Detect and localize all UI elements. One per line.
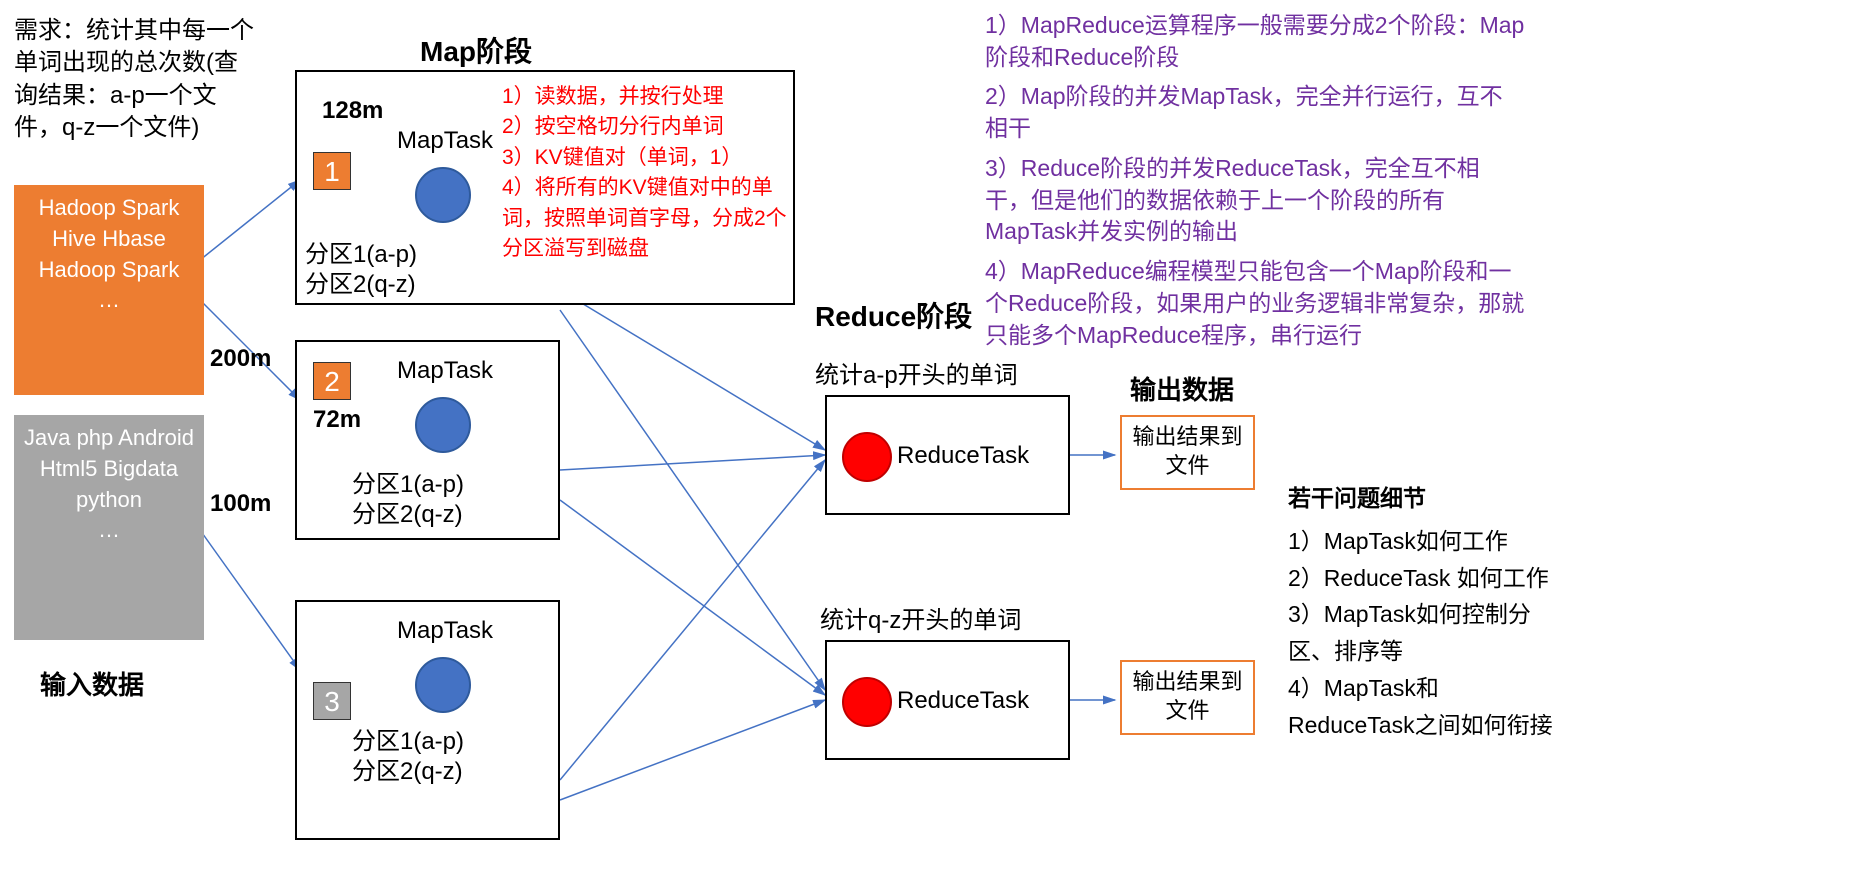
question-1: 1）MapTask如何工作	[1288, 523, 1558, 560]
output-box-1: 输出结果到文件	[1120, 415, 1255, 490]
map1-step1: 1）读数据，并按行处理	[502, 82, 792, 112]
note-1: 1）MapReduce运算程序一般需要分成2个阶段：Map阶段和Reduce阶段	[985, 10, 1525, 73]
reduce1-label: ReduceTask	[897, 442, 1029, 470]
reducetask-circle-1	[842, 432, 892, 482]
split-200m: 200m	[210, 345, 271, 373]
output1-text: 输出结果到文件	[1132, 424, 1242, 478]
map1-partitions: 分区1(a-p) 分区2(q-z)	[305, 240, 417, 300]
reducetask-circle-2	[842, 677, 892, 727]
maptask-circle-3	[415, 657, 471, 713]
input-box-1-text: Hadoop Spark Hive Hbase Hadoop Spark …	[39, 195, 180, 312]
input-box-1: Hadoop Spark Hive Hbase Hadoop Spark …	[14, 185, 204, 395]
reduce1-desc: 统计a-p开头的单词	[815, 355, 1018, 390]
reduce-box-2: ReduceTask	[825, 640, 1070, 760]
map3-badge: 3	[313, 682, 351, 720]
map2-partitions: 分区1(a-p) 分区2(q-z)	[352, 470, 464, 530]
questions-title: 若干问题细节	[1288, 480, 1558, 517]
reduce2-label: ReduceTask	[897, 687, 1029, 715]
questions-block: 若干问题细节 1）MapTask如何工作 2）ReduceTask 如何工作 3…	[1288, 480, 1558, 744]
map3-p1: 分区1(a-p)	[352, 727, 464, 757]
input-data-label: 输入数据	[40, 665, 144, 702]
reduce2-desc: 统计q-z开头的单词	[820, 600, 1021, 635]
maptask-circle-1	[415, 167, 471, 223]
question-2: 2）ReduceTask 如何工作	[1288, 560, 1558, 597]
map1-p1: 分区1(a-p)	[305, 240, 417, 270]
reduce-stage-title: Reduce阶段	[815, 295, 972, 335]
map2-badge: 2	[313, 362, 351, 400]
question-3: 3）MapTask如何控制分区、排序等	[1288, 596, 1558, 670]
map3-partitions: 分区1(a-p) 分区2(q-z)	[352, 727, 464, 787]
map3-task-label: MapTask	[397, 617, 493, 645]
output-title: 输出数据	[1130, 370, 1234, 407]
note-2: 2）Map阶段的并发MapTask，完全并行运行，互不相干	[985, 81, 1525, 144]
input-box-2: Java php Android Html5 Bigdata python …	[14, 415, 204, 640]
map1-p2: 分区2(q-z)	[305, 270, 417, 300]
map1-task-label: MapTask	[397, 127, 493, 155]
map3-p2: 分区2(q-z)	[352, 757, 464, 787]
output-box-2: 输出结果到文件	[1120, 660, 1255, 735]
map2-size: 72m	[313, 406, 361, 434]
note-3: 3）Reduce阶段的并发ReduceTask，完全互不相干，但是他们的数据依赖…	[985, 153, 1525, 248]
output2-text: 输出结果到文件	[1132, 669, 1242, 723]
map1-step3: 3）KV键值对（单词，1）	[502, 143, 792, 173]
map-box-1: 128m 1 MapTask 分区1(a-p) 分区2(q-z) 1）读数据，并…	[295, 70, 795, 305]
input-box-2-text: Java php Android Html5 Bigdata python …	[24, 425, 194, 542]
reduce-box-1: ReduceTask	[825, 395, 1070, 515]
map1-steps: 1）读数据，并按行处理 2）按空格切分行内单词 3）KV键值对（单词，1） 4）…	[502, 82, 792, 265]
notes-block: 1）MapReduce运算程序一般需要分成2个阶段：Map阶段和Reduce阶段…	[985, 10, 1525, 351]
split-100m: 100m	[210, 490, 271, 518]
map2-task-label: MapTask	[397, 357, 493, 385]
map2-p2: 分区2(q-z)	[352, 500, 464, 530]
map1-step2: 2）按空格切分行内单词	[502, 112, 792, 142]
requirement-text: 需求：统计其中每一个单词出现的总次数(查询结果：a-p一个文件，q-z一个文件)	[14, 15, 254, 145]
note-4: 4）MapReduce编程模型只能包含一个Map阶段和一个Reduce阶段，如果…	[985, 256, 1525, 351]
map-stage-title: Map阶段	[420, 30, 532, 70]
map-box-3: 3 MapTask 分区1(a-p) 分区2(q-z)	[295, 600, 560, 840]
map1-badge: 1	[313, 152, 351, 190]
map1-step4: 4）将所有的KV键值对中的单词，按照单词首字母，分成2个分区溢写到磁盘	[502, 173, 792, 264]
map-box-2: 2 72m MapTask 分区1(a-p) 分区2(q-z)	[295, 340, 560, 540]
question-4: 4）MapTask和ReduceTask之间如何衔接	[1288, 670, 1558, 744]
maptask-circle-2	[415, 397, 471, 453]
map2-p1: 分区1(a-p)	[352, 470, 464, 500]
map1-size: 128m	[322, 97, 383, 125]
